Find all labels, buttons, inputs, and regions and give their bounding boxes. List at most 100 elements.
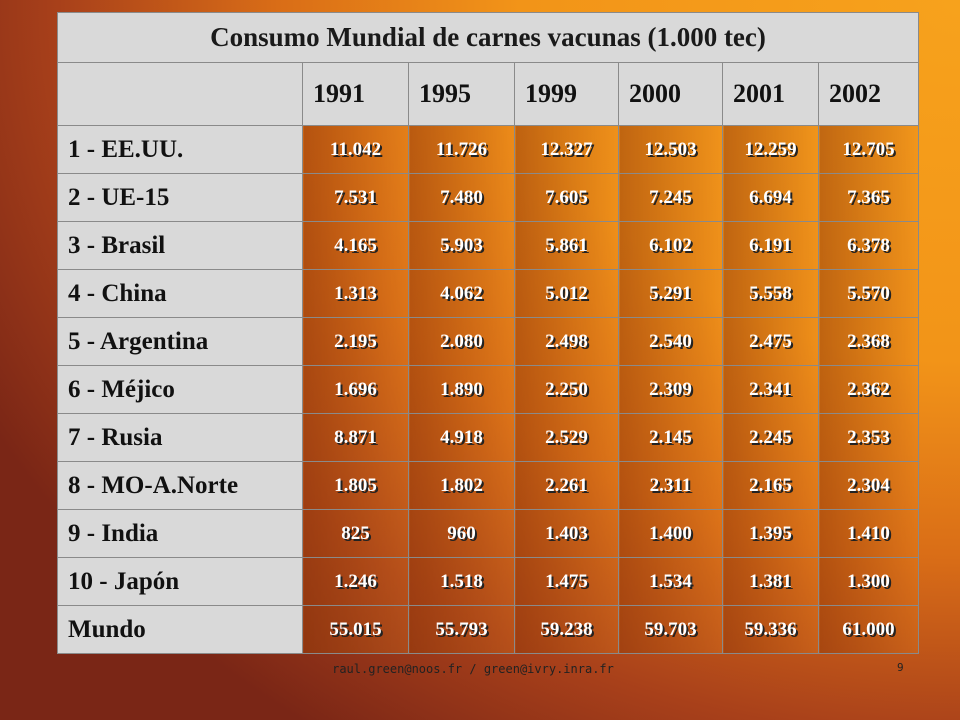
value-cell: 5.558	[722, 269, 819, 318]
table-body: Consumo Mundial de carnes vacunas (1.000…	[56, 12, 920, 654]
data-row: 3 - Brasil 4.165 5.903 5.861 6.102 6.191 6.378	[57, 221, 920, 270]
row-label: 2 - UE-15	[57, 173, 303, 222]
value-cell: 12.503	[618, 125, 723, 174]
value-cell: 4.165	[302, 221, 409, 270]
value-cell: 1.802	[408, 461, 515, 510]
column-header: 2001	[722, 62, 819, 126]
value-cell: 8.871	[302, 413, 409, 462]
row-label: 8 - MO-A.Norte	[57, 461, 303, 510]
value-cell: 12.327	[514, 125, 619, 174]
value-cell: 1.300	[817, 557, 920, 606]
value-cell: 2.080	[408, 317, 515, 366]
value-cell: 1.403	[514, 509, 619, 558]
value-cell: 7.531	[302, 173, 409, 222]
row-label: 7 - Rusia	[57, 413, 303, 462]
value-cell: 2.250	[514, 365, 619, 414]
value-cell: 2.309	[618, 365, 723, 414]
row-label: Mundo	[57, 605, 303, 654]
value-cell: 6.378	[817, 221, 920, 270]
row-label: 9 - India	[57, 509, 303, 558]
value-cell: 2.195	[302, 317, 409, 366]
value-cell: 2.165	[722, 461, 819, 510]
data-row: 1 - EE.UU. 11.042 11.726 12.327 12.503 12.259…	[57, 125, 920, 174]
value-cell: 7.365	[817, 173, 920, 222]
column-header: 1991	[302, 62, 409, 126]
value-cell: 12.259	[722, 125, 819, 174]
value-cell: 4.062	[408, 269, 515, 318]
value-cell: 12.705	[817, 125, 920, 174]
column-header: 2002	[817, 62, 920, 126]
footer-email: raul.green@noos.fr / green@ivry.inra.fr	[332, 662, 614, 676]
value-cell: 1.400	[618, 509, 723, 558]
value-cell: 825	[302, 509, 409, 558]
value-cell: 1.381	[722, 557, 819, 606]
value-cell: 1.534	[618, 557, 723, 606]
value-cell: 5.861	[514, 221, 619, 270]
value-cell: 5.291	[618, 269, 723, 318]
data-row: 9 - India 825 960 1.403 1.400 1.395 1.410	[57, 509, 920, 558]
value-cell: 2.145	[618, 413, 723, 462]
value-cell: 55.793	[408, 605, 515, 654]
value-cell: 2.245	[722, 413, 819, 462]
column-header: 2000	[618, 62, 723, 126]
data-row: 10 - Japón 1.246 1.518 1.475 1.534 1.381 1.300	[57, 557, 920, 606]
value-cell: 2.311	[618, 461, 723, 510]
title-row: Consumo Mundial de carnes vacunas (1.000…	[56, 12, 920, 63]
value-cell: 2.540	[618, 317, 723, 366]
data-row: 7 - Rusia 8.871 4.918 2.529 2.145 2.245 2.353	[57, 413, 920, 462]
data-row: 6 - Méjico 1.696 1.890 2.250 2.309 2.341 2.362	[57, 365, 920, 414]
value-cell: 11.726	[408, 125, 515, 174]
column-header: 1995	[408, 62, 515, 126]
value-cell: 1.410	[817, 509, 920, 558]
value-cell: 7.605	[514, 173, 619, 222]
value-cell: 1.246	[302, 557, 409, 606]
header-row: 1991 1995 1999 2000 2001 2002	[57, 62, 920, 126]
header-corner	[57, 62, 303, 126]
value-cell: 5.570	[817, 269, 920, 318]
value-cell: 5.903	[408, 221, 515, 270]
row-label: 1 - EE.UU.	[57, 125, 303, 174]
value-cell: 7.245	[618, 173, 723, 222]
value-cell: 1.805	[302, 461, 409, 510]
value-cell: 61.000	[817, 605, 920, 654]
value-cell: 59.336	[722, 605, 819, 654]
page-number: 9	[897, 661, 904, 674]
row-label: 3 - Brasil	[57, 221, 303, 270]
value-cell: 960	[408, 509, 515, 558]
value-cell: 2.261	[514, 461, 619, 510]
row-label: 4 - China	[57, 269, 303, 318]
value-cell: 1.475	[514, 557, 619, 606]
value-cell: 2.529	[514, 413, 619, 462]
value-cell: 59.703	[618, 605, 723, 654]
value-cell: 4.918	[408, 413, 515, 462]
data-row: 4 - China 1.313 4.062 5.012 5.291 5.558 5.570	[57, 269, 920, 318]
row-label: 10 - Japón	[57, 557, 303, 606]
data-row: 5 - Argentina 2.195 2.080 2.498 2.540 2.475 2.…	[57, 317, 920, 366]
row-label: 6 - Méjico	[57, 365, 303, 414]
value-cell: 2.498	[514, 317, 619, 366]
value-cell: 2.362	[817, 365, 920, 414]
value-cell: 6.694	[722, 173, 819, 222]
value-cell: 1.395	[722, 509, 819, 558]
column-header: 1999	[514, 62, 619, 126]
value-cell: 2.341	[722, 365, 819, 414]
value-cell: 59.238	[514, 605, 619, 654]
value-cell: 1.696	[302, 365, 409, 414]
table-title: Consumo Mundial de carnes vacunas (1.000…	[56, 12, 920, 63]
value-cell: 1.518	[408, 557, 515, 606]
value-cell: 55.015	[302, 605, 409, 654]
value-cell: 1.313	[302, 269, 409, 318]
value-cell: 2.368	[817, 317, 920, 366]
value-cell: 6.102	[618, 221, 723, 270]
value-cell: 6.191	[722, 221, 819, 270]
data-row: Mundo 55.015 55.793 59.238 59.703 59.336 61.00…	[57, 605, 920, 654]
value-cell: 2.475	[722, 317, 819, 366]
data-table: Consumo Mundial de carnes vacunas (1.000…	[56, 12, 920, 654]
value-cell: 1.890	[408, 365, 515, 414]
value-cell: 2.304	[817, 461, 920, 510]
value-cell: 7.480	[408, 173, 515, 222]
value-cell: 2.353	[817, 413, 920, 462]
value-cell: 5.012	[514, 269, 619, 318]
row-label: 5 - Argentina	[57, 317, 303, 366]
